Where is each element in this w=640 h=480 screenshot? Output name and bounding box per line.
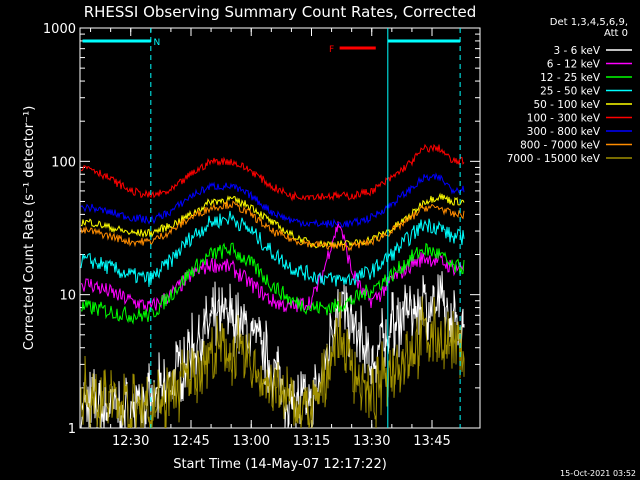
- series-line: [80, 221, 464, 313]
- legend-label: 100 - 300 keV: [527, 113, 601, 125]
- legend-label: 25 - 50 keV: [540, 86, 601, 98]
- y-tick-label: 100: [51, 155, 76, 170]
- series-line: [80, 172, 465, 229]
- plot-axes: 1 10 100 1000 12:30 12:45 13:00 13:15 13:30 13:45: [43, 22, 481, 449]
- x-tick-label: 13:15: [293, 434, 330, 449]
- plot-annotations: NF: [82, 28, 461, 428]
- series-line: [80, 192, 465, 250]
- x-tick-label: 12:45: [172, 434, 209, 449]
- y-tick-label: 1: [68, 422, 76, 437]
- series-line: [80, 200, 465, 252]
- x-tick-label: 13:30: [353, 434, 390, 449]
- annotation-label: N: [153, 38, 160, 48]
- annotation-label: F: [329, 45, 334, 55]
- plot-series: [80, 143, 465, 428]
- legend-label: 6 - 12 keV: [547, 59, 601, 71]
- legend-label: 800 - 7000 keV: [520, 140, 601, 152]
- legend: Det 1,3,4,5,6,9,Att 0 3 - 6 keV 6 - 12 keV…: [507, 17, 632, 165]
- y-tick-label: 10: [59, 289, 76, 304]
- x-tick-label: 13:45: [413, 434, 450, 449]
- legend-label: 12 - 25 keV: [540, 72, 601, 84]
- footer-timestamp: 15-Oct-2021 03:52: [560, 469, 636, 478]
- series-line: [80, 210, 465, 288]
- legend-label: 300 - 800 keV: [527, 126, 601, 138]
- legend-header: Att 0: [604, 28, 628, 39]
- series-line: [80, 291, 465, 428]
- legend-label: 50 - 100 keV: [533, 99, 600, 111]
- plot-frame: [79, 27, 481, 429]
- legend-label: 3 - 6 keV: [553, 45, 600, 57]
- x-tick-label: 12:30: [112, 434, 149, 449]
- x-axis-label: Start Time (14-May-07 12:17:22): [173, 457, 387, 472]
- legend-label: 7000 - 15000 keV: [507, 153, 601, 165]
- chart-title: RHESSI Observing Summary Count Rates, Co…: [84, 3, 477, 21]
- y-tick-label: 1000: [43, 22, 76, 37]
- series-line: [81, 242, 465, 325]
- legend-header: Det 1,3,4,5,6,9,: [550, 17, 628, 28]
- series-line: [80, 143, 465, 202]
- x-tick-label: 13:00: [233, 434, 270, 449]
- y-axis-label: Corrected Count Rate (s⁻¹ detector⁻¹): [22, 106, 37, 351]
